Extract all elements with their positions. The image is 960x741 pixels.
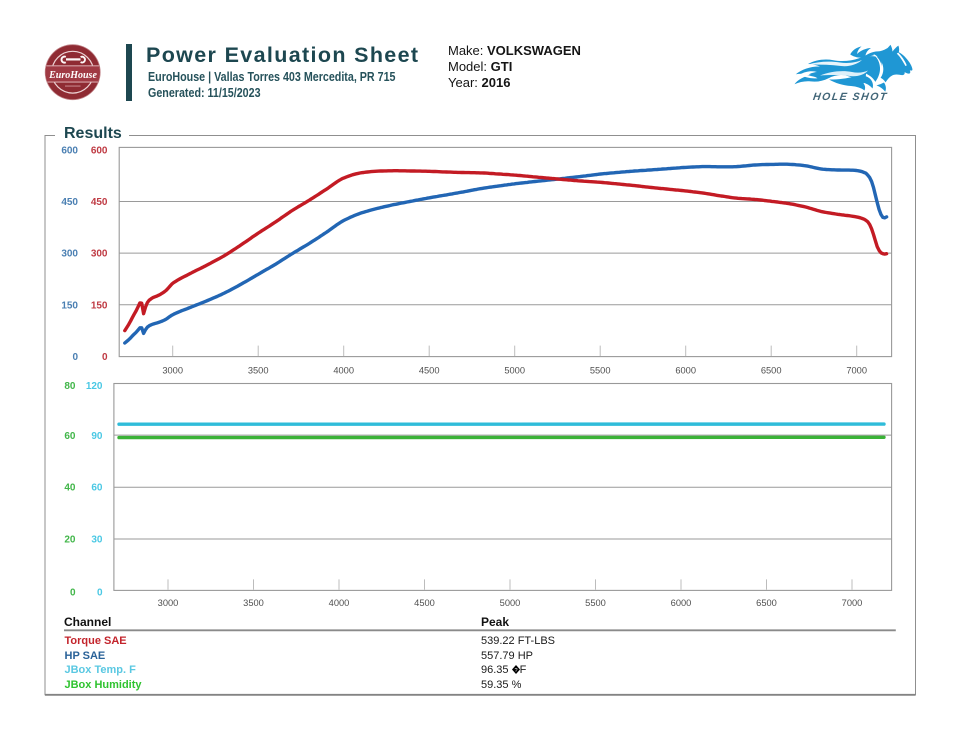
svg-text:30: 30 [91, 535, 103, 546]
svg-text:600: 600 [91, 145, 108, 156]
svg-text:450: 450 [91, 197, 108, 208]
svg-text:7000: 7000 [842, 598, 863, 608]
svg-text:3500: 3500 [248, 365, 269, 375]
svg-text:60: 60 [91, 483, 103, 494]
svg-text:40: 40 [64, 483, 76, 494]
svg-text:300: 300 [91, 249, 108, 260]
svg-text:6500: 6500 [756, 598, 777, 608]
svg-text:3000: 3000 [162, 365, 183, 375]
svg-text:600: 600 [61, 145, 78, 156]
svg-text:90: 90 [91, 431, 103, 442]
svg-text:5500: 5500 [590, 365, 611, 375]
svg-text:7000: 7000 [846, 365, 867, 375]
svg-text:450: 450 [61, 197, 78, 208]
svg-text:0: 0 [70, 587, 76, 598]
svg-text:6500: 6500 [761, 365, 782, 375]
svg-text:4000: 4000 [329, 598, 350, 608]
svg-text:0: 0 [97, 587, 103, 598]
svg-text:5500: 5500 [585, 598, 606, 608]
svg-text:4000: 4000 [333, 365, 354, 375]
svg-text:300: 300 [61, 249, 78, 260]
svg-text:80: 80 [64, 381, 76, 392]
svg-text:150: 150 [61, 300, 78, 311]
svg-text:3500: 3500 [243, 598, 264, 608]
svg-text:6000: 6000 [671, 598, 692, 608]
svg-text:5000: 5000 [504, 365, 525, 375]
svg-text:3000: 3000 [158, 598, 179, 608]
svg-text:0: 0 [102, 352, 108, 363]
svg-text:6000: 6000 [675, 365, 696, 375]
svg-text:150: 150 [91, 300, 108, 311]
svg-text:60: 60 [64, 431, 76, 442]
svg-text:4500: 4500 [414, 598, 435, 608]
svg-text:5000: 5000 [500, 598, 521, 608]
svg-text:0: 0 [72, 352, 78, 363]
svg-text:20: 20 [64, 535, 76, 546]
svg-text:EuroHouse: EuroHouse [48, 70, 97, 81]
svg-text:120: 120 [86, 381, 103, 392]
svg-text:?: ? [514, 668, 517, 674]
svg-text:4500: 4500 [419, 365, 440, 375]
